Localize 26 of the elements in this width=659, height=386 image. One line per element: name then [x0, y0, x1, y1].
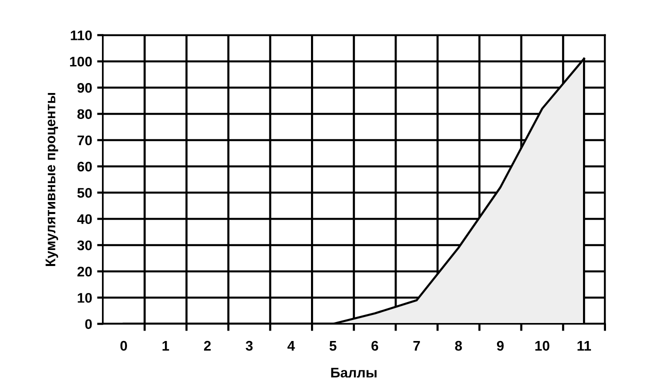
- y-tick-label: 60: [77, 162, 92, 172]
- y-tick-label: 80: [77, 109, 92, 120]
- y-tick-label: 0: [85, 319, 92, 330]
- x-tick-label: 9: [496, 340, 504, 351]
- x-tick-label: 2: [204, 340, 211, 351]
- y-tick-label: 20: [77, 266, 92, 277]
- y-axis-title: Кумулятивные проценты: [46, 92, 58, 266]
- x-tick-label: 7: [413, 341, 420, 351]
- x-tick-label: 5: [330, 341, 336, 351]
- y-tick-label: 90: [77, 82, 92, 93]
- y-tick-label: 50: [77, 188, 92, 198]
- y-tick-label: 100: [70, 56, 92, 67]
- x-tick-label: 6: [371, 340, 378, 351]
- y-tick-label: 110: [70, 30, 92, 40]
- x-tick-label: 4: [287, 341, 295, 351]
- y-tick-label: 10: [78, 292, 92, 303]
- y-tick-label: 70: [78, 135, 92, 146]
- y-tick-label: 40: [77, 214, 92, 224]
- y-tick-label: 30: [77, 240, 92, 250]
- x-tick-label: 3: [246, 340, 253, 351]
- x-tick-label: 10: [535, 340, 550, 351]
- x-tick-label: 1: [162, 341, 170, 351]
- x-axis-title: Баллы: [331, 368, 377, 378]
- x-tick-label: 0: [120, 340, 128, 351]
- x-tick-label: 8: [455, 340, 462, 351]
- x-tick-label: 11: [578, 341, 591, 351]
